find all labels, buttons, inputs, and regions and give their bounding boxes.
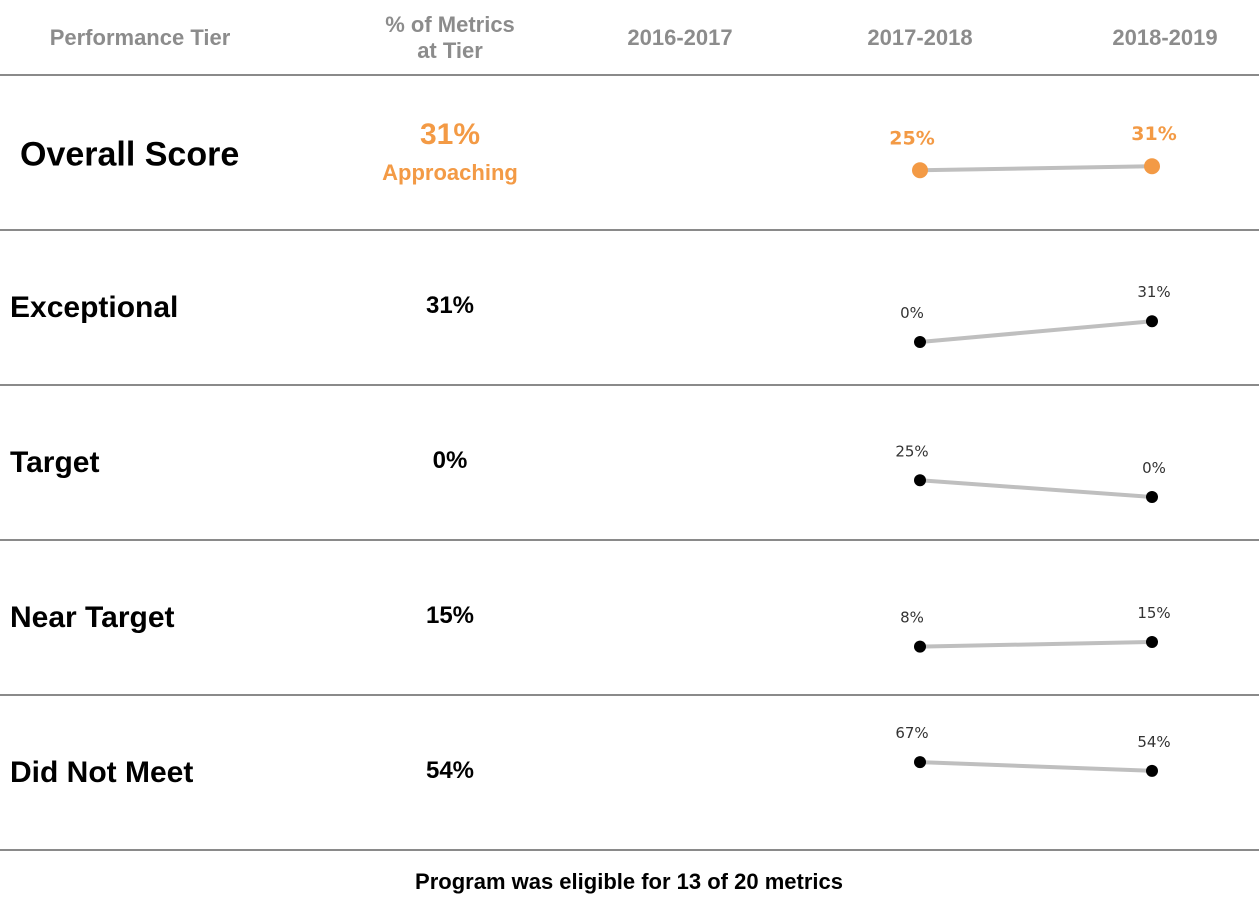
- trend-point: [914, 640, 926, 653]
- row-label: Overall Score: [20, 135, 240, 174]
- trend-label: 31%: [1137, 283, 1170, 301]
- trend-label: 54%: [1137, 733, 1170, 751]
- column-header: Performance Tier: [49, 25, 231, 50]
- trend-label: 0%: [1142, 459, 1166, 477]
- trend-point: [1146, 491, 1158, 503]
- trend-label: 67%: [895, 724, 928, 742]
- trend-label: 31%: [1131, 123, 1176, 145]
- trend-point: [1146, 315, 1158, 328]
- tier-percent: 0%: [432, 447, 468, 474]
- trend-point: [914, 336, 926, 348]
- tier-percent: 54%: [425, 757, 475, 784]
- footer-note: Program was eligible for 13 of 20 metric…: [415, 869, 843, 894]
- trend-point: [914, 756, 926, 769]
- row-label: Exceptional: [10, 291, 179, 324]
- trend-point: [1144, 158, 1160, 175]
- trend-line: [919, 478, 1153, 499]
- row-label: Did Not Meet: [10, 756, 194, 789]
- column-header: 2017-2018: [867, 25, 973, 50]
- trend-line: [919, 319, 1153, 344]
- trend-label: 0%: [900, 304, 924, 322]
- trend-line: [919, 760, 1153, 773]
- column-header: 2016-2017: [627, 25, 733, 50]
- trend-point: [1146, 635, 1158, 648]
- trend-line: [919, 164, 1153, 173]
- trend-label: 25%: [895, 442, 928, 460]
- trend-point: [912, 162, 928, 179]
- trend-point: [1146, 764, 1158, 777]
- tier-percent: 15%: [425, 602, 475, 629]
- column-header: 2018-2019: [1112, 25, 1218, 50]
- column-header: % of Metrics at Tier: [385, 12, 515, 63]
- tier-percent: 31%: [419, 118, 481, 151]
- trend-label: 8%: [900, 609, 924, 627]
- row-label: Near Target: [10, 601, 175, 634]
- tier-percent: 31%: [425, 292, 475, 319]
- trend-label: 15%: [1137, 604, 1170, 622]
- trend-point: [914, 474, 926, 487]
- row-label: Target: [10, 446, 100, 479]
- trend-line: [919, 639, 1153, 649]
- trend-label: 25%: [889, 127, 934, 149]
- tier-status: Approaching: [382, 160, 518, 185]
